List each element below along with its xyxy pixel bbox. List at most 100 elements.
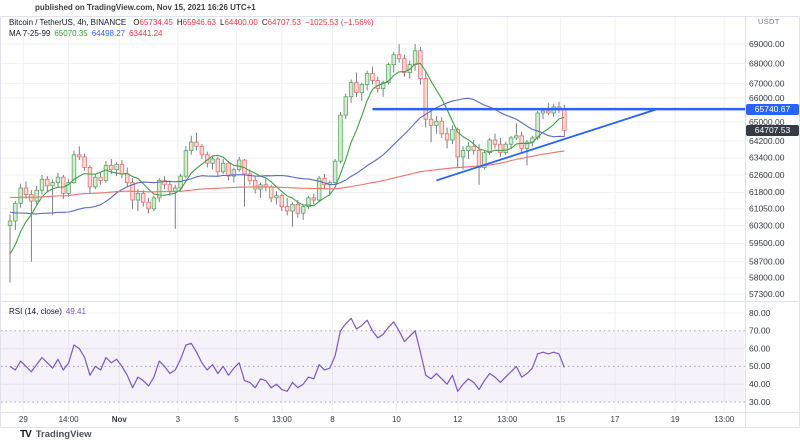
candle-body-down [354, 82, 359, 94]
candle-body-up [332, 160, 338, 183]
price-tick-label: 69000.00 [749, 39, 785, 49]
candle-body-down [77, 154, 82, 158]
candle-body-up [412, 50, 418, 65]
ohlc-close: C 64707.53 [261, 18, 301, 27]
candle-body-down [61, 176, 66, 194]
candle-body-up [189, 141, 194, 151]
ohlc-high: H 65946.63 [176, 18, 216, 27]
price-tick-label: 68000.00 [749, 58, 785, 68]
candle-body-up [274, 195, 279, 199]
time-tick-label: 5 [234, 415, 239, 424]
time-axis[interactable]: 29 14:00 Nov 3 5 13:00 8 10 12 13:00 15 17 19 13:00 [19, 415, 735, 424]
candle-body-up [391, 54, 396, 65]
price-tick-label: 57300.00 [749, 289, 785, 299]
time-tick-label: Nov [112, 415, 128, 424]
ohlc-low: L 64400.00 [220, 18, 258, 27]
candle-body-down [247, 173, 253, 181]
rsi-value: 49.41 [65, 307, 86, 316]
candle-body-up [316, 177, 322, 201]
time-tick-label: 8 [330, 415, 335, 424]
candle-body-up [103, 164, 109, 181]
candle-body-down [396, 54, 402, 60]
candle-body-up [386, 64, 391, 83]
axis-unit-label: USDT [758, 17, 780, 26]
candle-body-up [290, 203, 295, 212]
price-tick-label: 67000.00 [749, 78, 785, 88]
price-tick-label: 66000.00 [749, 93, 785, 103]
candle-body-up [151, 197, 157, 210]
candle-body-up [135, 193, 141, 201]
candle-body-down [252, 180, 258, 190]
candle-body-down [311, 197, 317, 201]
symbol-title: Bitcoin / TetherUS, 4h, BINANCE [9, 18, 127, 27]
price-tick-label: 61800.00 [749, 187, 785, 197]
candle-body-down [498, 143, 503, 154]
rsi-tick-label: 80.00 [749, 308, 771, 318]
candle-body-up [508, 137, 514, 145]
candle-body-down [45, 178, 50, 187]
candle-body-down [471, 145, 476, 151]
change-value: −1025.53 (−1.56%) [304, 18, 374, 27]
time-tick-label: 12 [453, 415, 462, 424]
price-axis[interactable]: 69000.00 68000.00 67000.00 66000.00 65000.00… [749, 39, 785, 407]
price-tick-label: 59500.00 [749, 238, 785, 248]
rsi-tick-label: 70.00 [749, 326, 771, 336]
candle-body-down [109, 164, 114, 171]
rsi-tick-label: 30.00 [749, 397, 771, 407]
candle-body-up [434, 120, 439, 126]
time-tick-label: 15 [556, 415, 565, 424]
last-price-label: 64707.53 [746, 124, 799, 136]
price-tick-label: 58700.00 [749, 256, 785, 266]
tradingview-brand[interactable]: TradingView [35, 429, 92, 440]
candle-body-up [466, 145, 471, 151]
symbol-legend: Bitcoin / TetherUS, 4h, BINANCE O 65734.4… [9, 19, 373, 27]
candle-body-down [98, 176, 103, 181]
candle-body-up [450, 129, 455, 141]
candle-body-up [157, 180, 162, 199]
candle-body-up [364, 73, 370, 85]
time-tick-label: 19 [671, 415, 680, 424]
tradingview-logo-icon[interactable]: TV [20, 429, 32, 440]
candle-body-down [199, 145, 205, 156]
time-tick-label: 10 [392, 415, 401, 424]
time-tick-label: 29 [19, 415, 28, 424]
grid-lines [1, 17, 745, 412]
candle-body-up [535, 112, 540, 139]
candlesticks [7, 43, 567, 283]
candle-body-down [82, 156, 87, 168]
candle-body-down [295, 203, 301, 214]
time-tick-label: 14:00 [59, 415, 80, 424]
candle-body-up [7, 220, 13, 226]
rsi-tick-label: 50.00 [749, 361, 771, 371]
candle-body-down [119, 163, 125, 175]
ma-label: MA 7-25-99 [9, 29, 51, 38]
ma7-value: 65070.35 [54, 29, 88, 38]
price-line-label: 65740.67 [746, 103, 799, 115]
price-tick-label: 64200.00 [749, 136, 785, 146]
price-tick-label: 58000.00 [749, 273, 785, 283]
candle-body-down [167, 184, 173, 192]
candle-body-up [13, 202, 18, 222]
candle-body-down [162, 180, 167, 186]
candle-body-down [141, 193, 146, 203]
ma-99-line [9, 150, 565, 199]
candle-body-down [370, 73, 375, 81]
candle-body-up [18, 187, 23, 204]
footer: TV TradingView [20, 429, 92, 440]
candle-body-up [71, 154, 77, 183]
candle-body-down [226, 162, 231, 177]
candle-body-up [220, 162, 226, 173]
candle-body-down [194, 141, 199, 147]
ohlc-open: O 65734.45 [133, 18, 173, 27]
candle-body-down [423, 78, 428, 120]
candle-body-up [514, 135, 519, 139]
candle-body-down [439, 120, 444, 135]
candle-body-down [519, 135, 524, 149]
trend-line-drawing[interactable] [436, 108, 658, 182]
candle-body-down [215, 158, 221, 173]
candle-body-up [306, 197, 311, 208]
ma-7-line [9, 62, 565, 255]
candle-body-up [55, 176, 61, 183]
price-tick-label: 63400.00 [749, 153, 785, 163]
